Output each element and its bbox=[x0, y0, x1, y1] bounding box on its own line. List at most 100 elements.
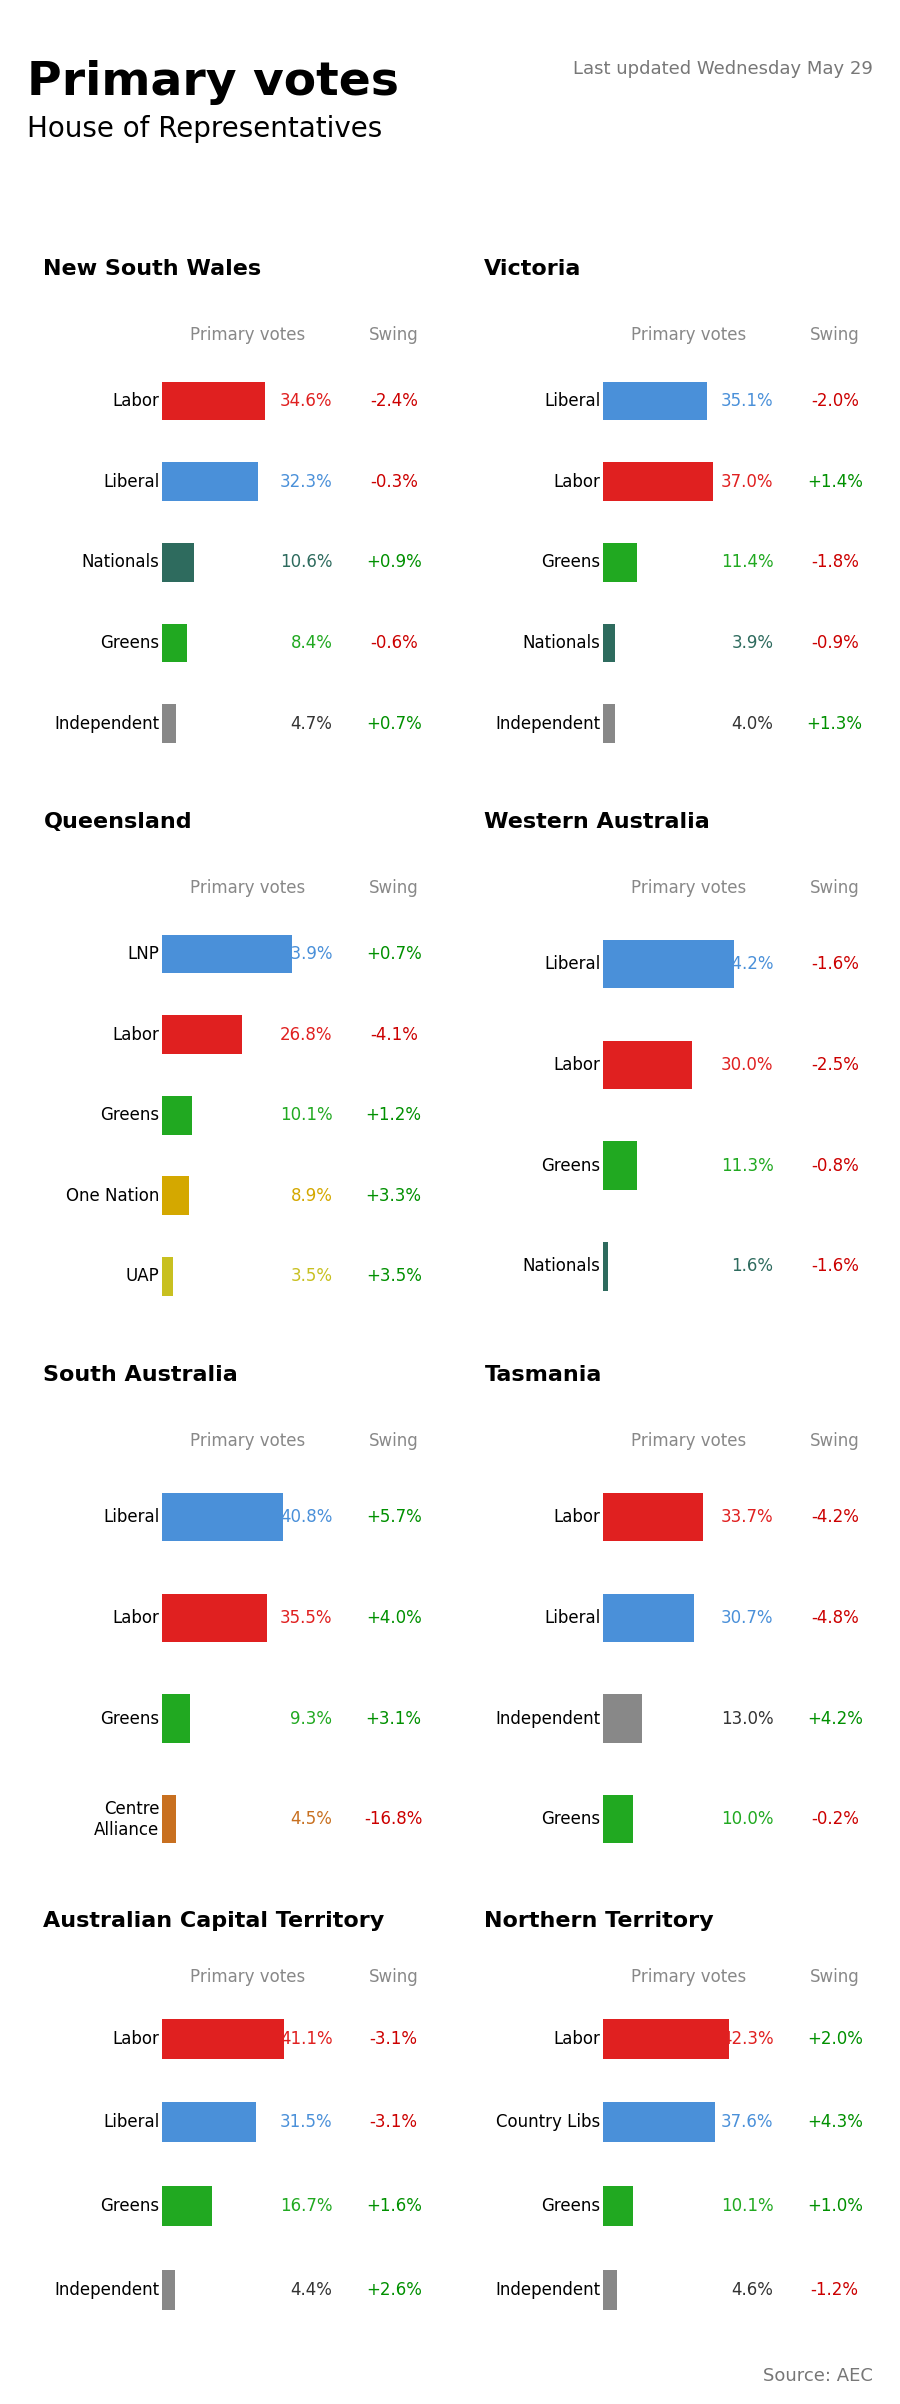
Text: +4.2%: +4.2% bbox=[806, 1709, 862, 1728]
Text: Greens: Greens bbox=[541, 553, 600, 572]
Text: -4.1%: -4.1% bbox=[370, 1027, 418, 1043]
Text: Tasmania: Tasmania bbox=[484, 1365, 602, 1385]
Text: 3.5%: 3.5% bbox=[291, 1267, 332, 1286]
Text: 10.0%: 10.0% bbox=[721, 1810, 773, 1829]
Bar bbox=[603, 940, 734, 988]
Text: Primary votes: Primary votes bbox=[190, 1969, 305, 1986]
Text: 1.6%: 1.6% bbox=[732, 1257, 773, 1277]
Bar bbox=[162, 2019, 284, 2058]
Bar bbox=[603, 1142, 637, 1190]
Text: Victoria: Victoria bbox=[484, 260, 581, 279]
Text: -1.6%: -1.6% bbox=[811, 954, 859, 974]
Bar bbox=[603, 462, 713, 500]
Text: 42.3%: 42.3% bbox=[721, 2029, 773, 2048]
Text: Liberal: Liberal bbox=[103, 2113, 159, 2132]
Text: Centre
Alliance: Centre Alliance bbox=[94, 1801, 159, 1839]
Bar bbox=[162, 462, 258, 500]
Bar bbox=[162, 2269, 176, 2310]
Text: 11.3%: 11.3% bbox=[721, 1156, 773, 1176]
Text: 37.0%: 37.0% bbox=[721, 474, 773, 490]
Text: 32.3%: 32.3% bbox=[280, 474, 332, 490]
Text: -0.8%: -0.8% bbox=[811, 1156, 859, 1176]
Text: Independent: Independent bbox=[495, 714, 600, 733]
Text: Greens: Greens bbox=[100, 1709, 159, 1728]
Text: 10.1%: 10.1% bbox=[721, 2197, 773, 2214]
Text: Primary votes: Primary votes bbox=[190, 327, 305, 344]
Bar bbox=[603, 2104, 715, 2142]
Text: +2.6%: +2.6% bbox=[365, 2281, 421, 2298]
Bar bbox=[162, 382, 265, 421]
Bar bbox=[603, 1493, 703, 1541]
Text: UAP: UAP bbox=[125, 1267, 159, 1286]
Text: Greens: Greens bbox=[541, 1810, 600, 1829]
Text: Labor: Labor bbox=[112, 1608, 159, 1628]
Bar bbox=[603, 1243, 608, 1291]
Text: +2.0%: +2.0% bbox=[806, 2029, 862, 2048]
Bar bbox=[162, 1176, 189, 1214]
Text: 9.3%: 9.3% bbox=[291, 1709, 332, 1728]
Text: 4.4%: 4.4% bbox=[291, 2281, 332, 2298]
Text: Swing: Swing bbox=[810, 1433, 860, 1450]
Text: 43.9%: 43.9% bbox=[280, 945, 332, 964]
Text: 11.4%: 11.4% bbox=[721, 553, 773, 572]
Text: 8.4%: 8.4% bbox=[291, 635, 332, 651]
Text: New South Wales: New South Wales bbox=[43, 260, 262, 279]
Text: +0.7%: +0.7% bbox=[365, 714, 421, 733]
Text: Primary votes: Primary votes bbox=[631, 1969, 746, 1986]
Text: +3.3%: +3.3% bbox=[365, 1188, 422, 1204]
Text: 16.7%: 16.7% bbox=[280, 2197, 332, 2214]
Text: -4.2%: -4.2% bbox=[811, 1507, 859, 1527]
Text: Primary votes: Primary votes bbox=[190, 1433, 305, 1450]
Text: -1.6%: -1.6% bbox=[811, 1257, 859, 1277]
Text: +1.2%: +1.2% bbox=[365, 1106, 422, 1125]
Text: Swing: Swing bbox=[369, 1969, 419, 1986]
Text: Liberal: Liberal bbox=[103, 1507, 159, 1527]
Text: Swing: Swing bbox=[369, 1433, 419, 1450]
Text: Greens: Greens bbox=[100, 2197, 159, 2214]
Text: Primary votes: Primary votes bbox=[27, 60, 399, 106]
Text: 10.6%: 10.6% bbox=[280, 553, 332, 572]
Text: Source: AEC: Source: AEC bbox=[763, 2368, 873, 2385]
Text: +1.6%: +1.6% bbox=[365, 2197, 421, 2214]
Text: +1.0%: +1.0% bbox=[806, 2197, 862, 2214]
Bar bbox=[603, 2185, 634, 2226]
Text: -1.8%: -1.8% bbox=[811, 553, 859, 572]
Text: Queensland: Queensland bbox=[43, 813, 192, 832]
Bar bbox=[603, 704, 616, 743]
Text: Greens: Greens bbox=[100, 1106, 159, 1125]
Bar bbox=[162, 1096, 193, 1135]
Text: One Nation: One Nation bbox=[66, 1188, 159, 1204]
Text: 40.8%: 40.8% bbox=[280, 1507, 332, 1527]
Bar bbox=[603, 382, 707, 421]
Text: Liberal: Liberal bbox=[103, 474, 159, 490]
Text: House of Representatives: House of Representatives bbox=[27, 115, 382, 144]
Text: +0.9%: +0.9% bbox=[365, 553, 421, 572]
Text: +5.7%: +5.7% bbox=[365, 1507, 421, 1527]
Text: Labor: Labor bbox=[554, 1507, 600, 1527]
Text: 3.9%: 3.9% bbox=[732, 635, 773, 651]
Bar bbox=[162, 1014, 242, 1053]
Text: 31.5%: 31.5% bbox=[280, 2113, 332, 2132]
Text: Nationals: Nationals bbox=[522, 635, 600, 651]
Text: Liberal: Liberal bbox=[544, 1608, 600, 1628]
Text: 10.1%: 10.1% bbox=[280, 1106, 332, 1125]
Text: -2.4%: -2.4% bbox=[370, 392, 418, 411]
Text: 37.6%: 37.6% bbox=[721, 2113, 773, 2132]
Text: 35.1%: 35.1% bbox=[721, 392, 773, 411]
Text: Labor: Labor bbox=[554, 2029, 600, 2048]
Text: +3.1%: +3.1% bbox=[365, 1709, 422, 1728]
Bar bbox=[162, 1493, 284, 1541]
Text: Independent: Independent bbox=[495, 2281, 600, 2298]
Bar bbox=[603, 1695, 642, 1743]
Bar bbox=[162, 1695, 190, 1743]
Bar bbox=[603, 1041, 692, 1089]
Text: Swing: Swing bbox=[369, 880, 419, 897]
Bar bbox=[603, 543, 637, 582]
Bar bbox=[603, 1594, 694, 1642]
Text: -0.2%: -0.2% bbox=[811, 1810, 859, 1829]
Text: Liberal: Liberal bbox=[544, 392, 600, 411]
Text: -0.6%: -0.6% bbox=[370, 635, 418, 651]
Text: Swing: Swing bbox=[810, 1969, 860, 1986]
Text: -2.5%: -2.5% bbox=[811, 1055, 859, 1075]
Text: -2.0%: -2.0% bbox=[811, 392, 859, 411]
